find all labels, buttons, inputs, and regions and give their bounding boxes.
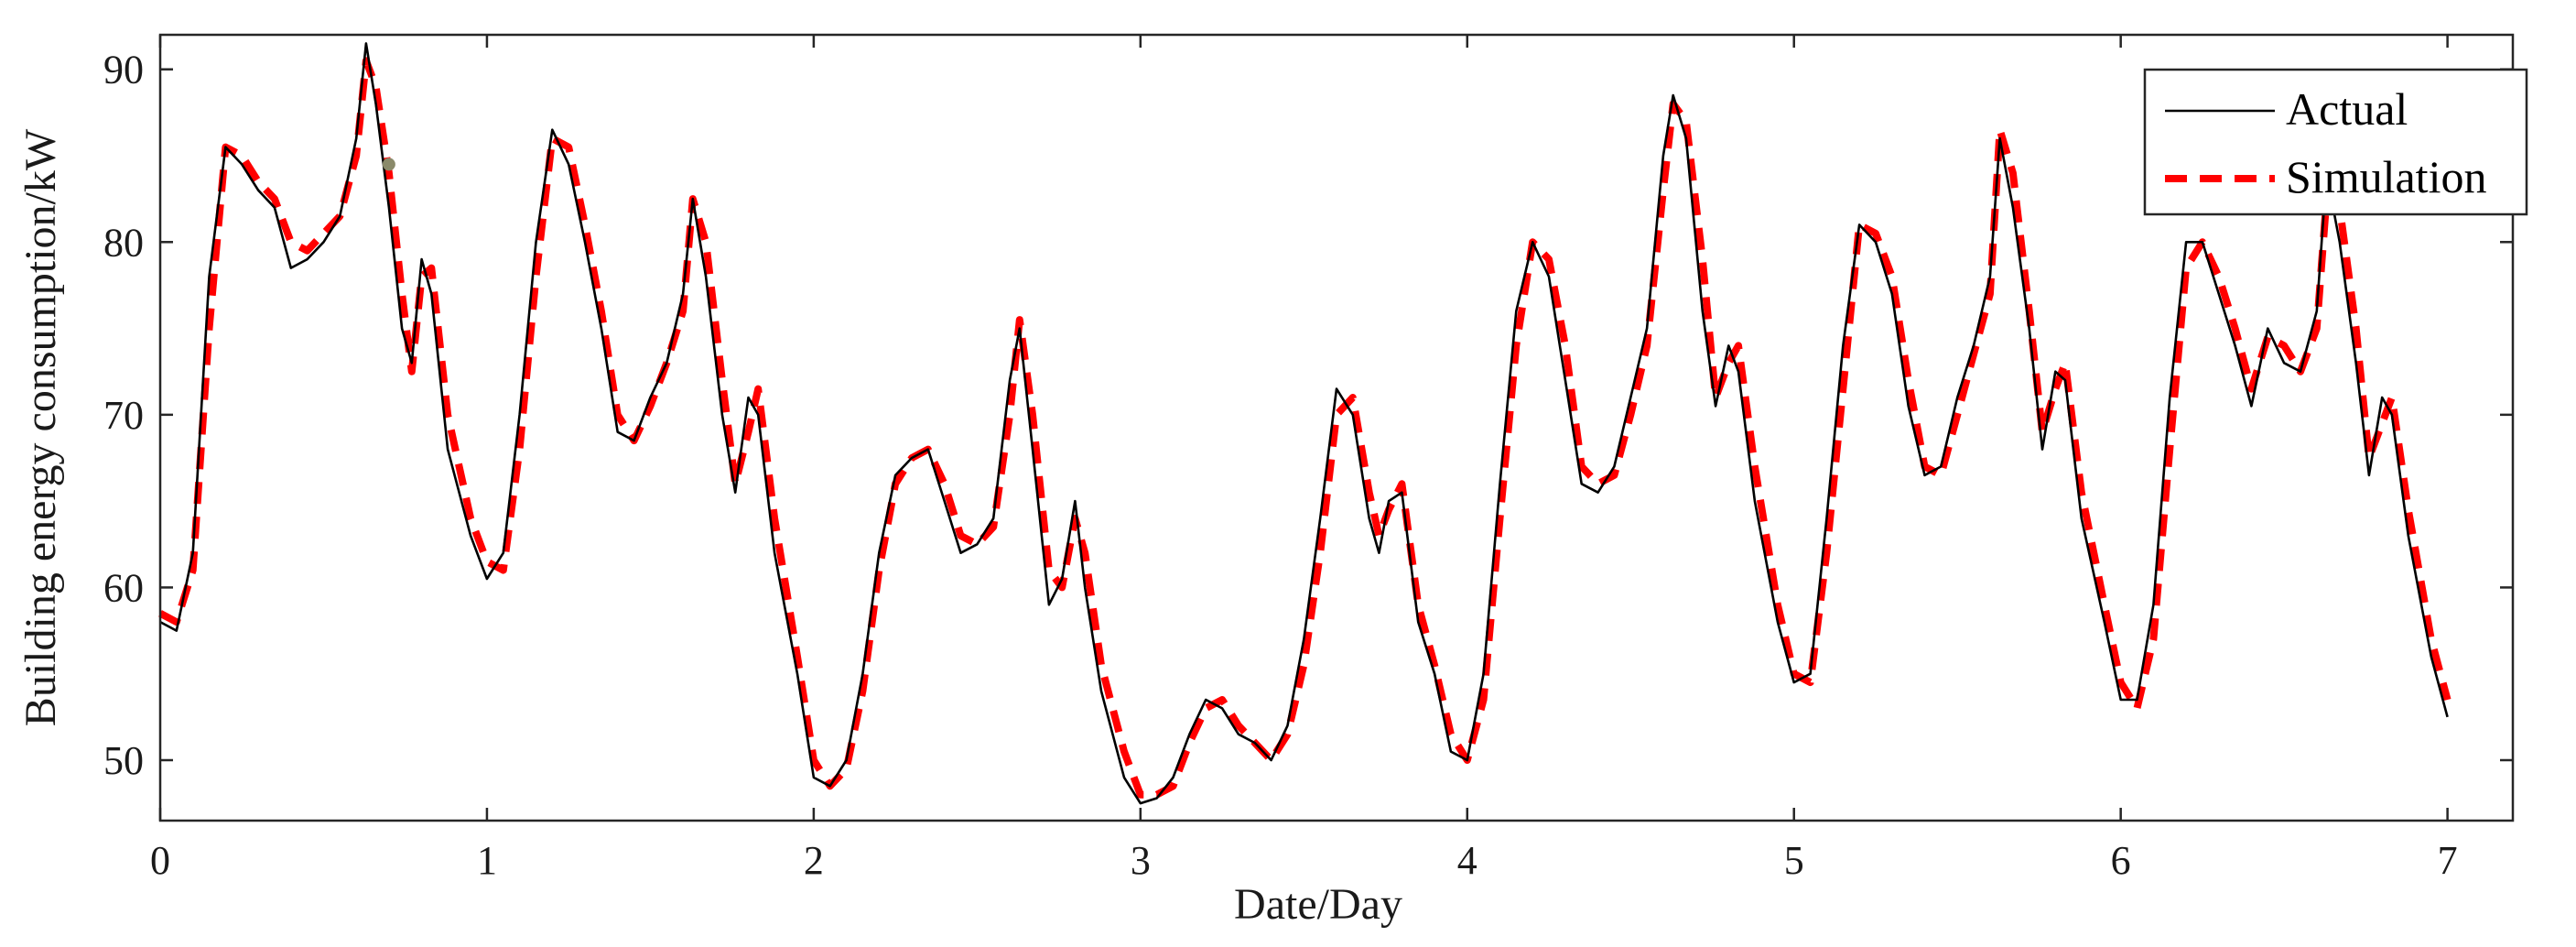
x-tick-label: 1 (477, 838, 497, 883)
legend-simulation-label: Simulation (2286, 151, 2486, 202)
x-tick-label: 3 (1131, 838, 1151, 883)
x-tick-label: 0 (150, 838, 170, 883)
y-tick-label: 80 (103, 220, 144, 265)
series-line-actual (159, 42, 2449, 805)
x-tick-label: 7 (2438, 838, 2458, 883)
y-tick-label: 70 (103, 393, 144, 438)
tick-labels: 0 1 2 3 4 5 6 7 50 60 70 80 90 (103, 48, 2458, 883)
y-tick-label: 50 (103, 738, 144, 783)
series-line-simulation (158, 57, 2452, 799)
y-axis-title: Building energy consumption/kW (16, 128, 65, 726)
axis-ticks (158, 35, 2513, 821)
legend-actual-label: Actual (2286, 83, 2408, 135)
x-tick-label: 4 (1457, 838, 1477, 883)
x-axis-title: Date/Day (1234, 880, 1402, 929)
plot-area-frame (158, 33, 2515, 822)
plot-marks (158, 42, 2452, 805)
annotation-marker (382, 158, 395, 171)
x-tick-label: 5 (1784, 838, 1804, 883)
y-tick-label: 90 (103, 48, 144, 93)
y-tick-label: 60 (103, 565, 144, 610)
legend-box (2143, 68, 2528, 216)
x-tick-label: 6 (2111, 838, 2131, 883)
x-tick-label: 2 (804, 838, 824, 883)
legend: Actual Simulation (2143, 68, 2528, 216)
